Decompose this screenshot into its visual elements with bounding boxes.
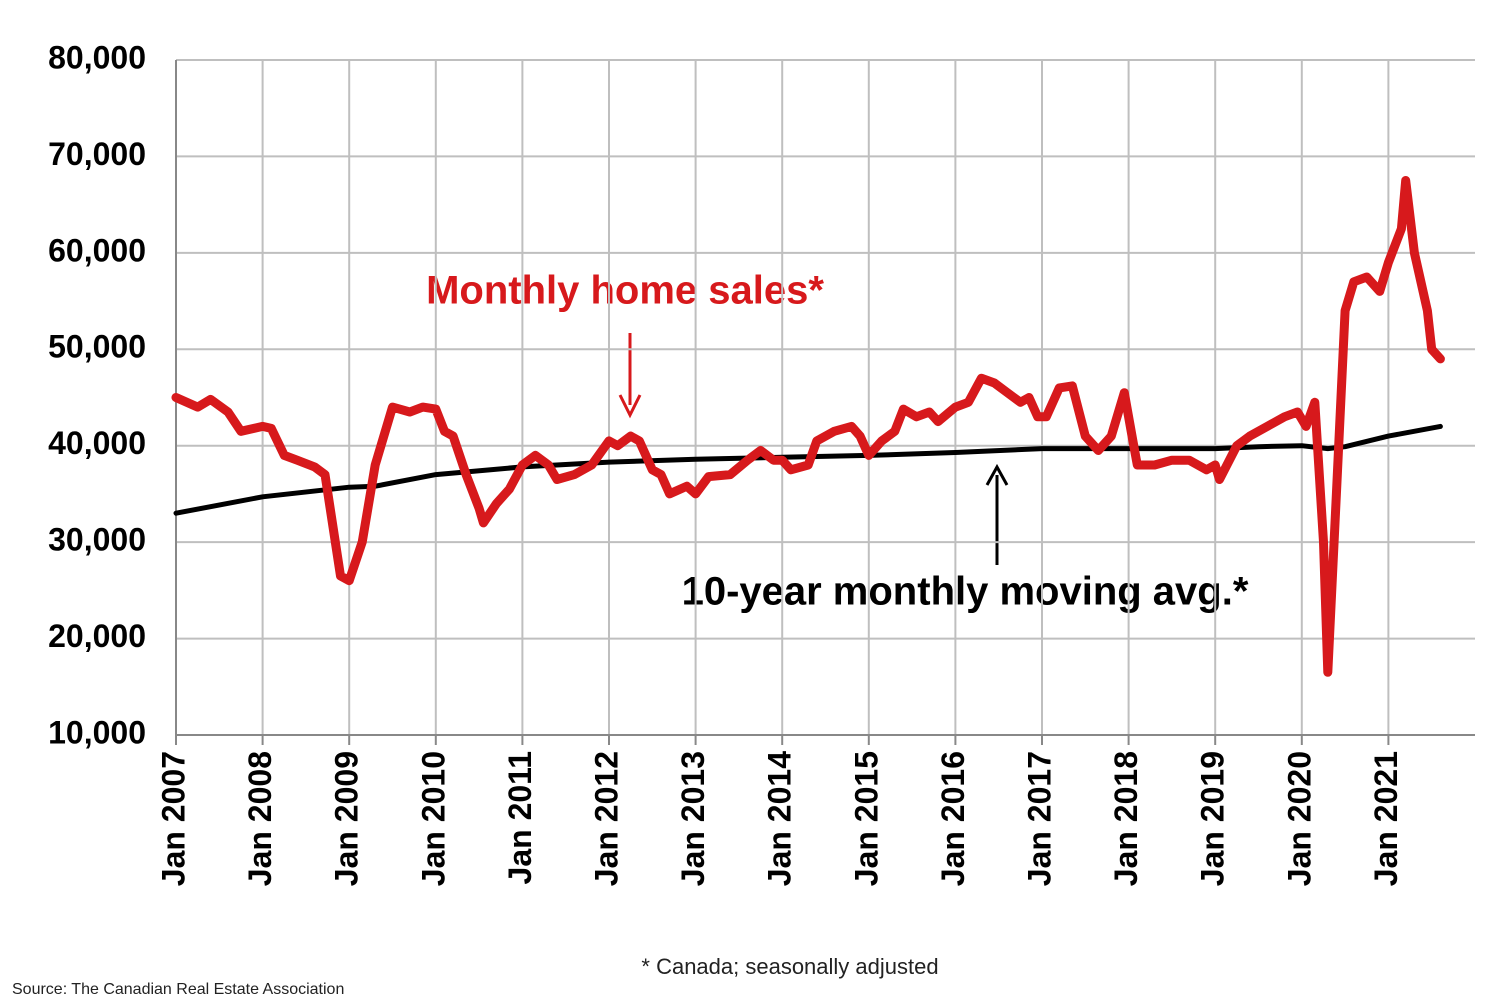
x-tick-label: Jan 2018 bbox=[1108, 751, 1144, 886]
y-tick-label: 40,000 bbox=[48, 425, 146, 461]
x-tick-label: Jan 2020 bbox=[1281, 751, 1317, 886]
annotation: 10-year monthly moving avg.* bbox=[682, 570, 1249, 614]
series-line bbox=[171, 176, 1445, 677]
y-tick-label: 80,000 bbox=[48, 39, 146, 75]
x-tick-label: Jan 2007 bbox=[155, 751, 191, 886]
x-tick-label: Jan 2014 bbox=[762, 751, 798, 886]
y-tick-label: 20,000 bbox=[48, 618, 146, 654]
footnote: * Canada; seasonally adjusted bbox=[641, 954, 938, 979]
source: Source: The Canadian Real Estate Associa… bbox=[12, 981, 344, 998]
x-tick-label: Jan 2019 bbox=[1195, 751, 1231, 886]
x-tick-label: Jan 2013 bbox=[675, 751, 711, 886]
y-tick-label: 70,000 bbox=[48, 136, 146, 172]
y-tick-label: 30,000 bbox=[48, 522, 146, 558]
x-tick-label: Jan 2021 bbox=[1368, 751, 1404, 886]
y-tick-label: 10,000 bbox=[48, 714, 146, 750]
annotation: Monthly home sales* bbox=[426, 269, 824, 313]
arrow-head bbox=[985, 463, 1009, 486]
y-tick-label: 50,000 bbox=[48, 329, 146, 365]
series-line bbox=[173, 423, 1443, 516]
x-tick-label: Jan 2017 bbox=[1021, 751, 1057, 886]
x-tick-label: Jan 2016 bbox=[935, 751, 971, 886]
arrow-head bbox=[618, 394, 642, 419]
y-tick-label: 60,000 bbox=[48, 232, 146, 268]
x-tick-label: Jan 2011 bbox=[502, 751, 538, 884]
x-tick-label: Jan 2010 bbox=[415, 751, 451, 886]
x-tick-label: Jan 2012 bbox=[588, 751, 624, 886]
x-tick-label: Jan 2015 bbox=[848, 751, 884, 886]
x-tick-label: Jan 2009 bbox=[329, 751, 365, 886]
x-tick-label: Jan 2008 bbox=[242, 751, 278, 886]
